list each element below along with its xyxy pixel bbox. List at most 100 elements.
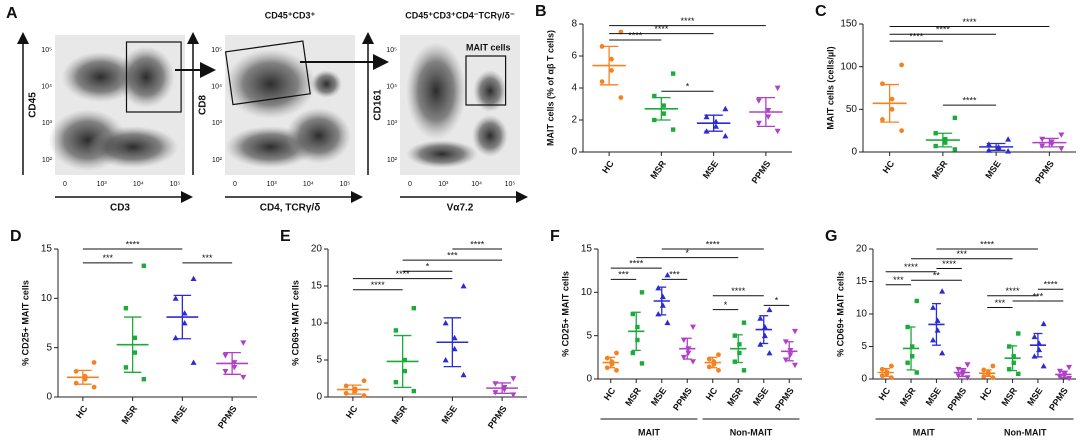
- data-point: [670, 127, 676, 132]
- data-point: [402, 368, 408, 374]
- data-point: [934, 327, 941, 333]
- x-tick-label: 10⁴: [303, 181, 314, 188]
- data-point: [91, 384, 97, 390]
- y-tick-label: 10⁵: [211, 47, 222, 54]
- y-tick-label: 20: [856, 244, 868, 255]
- y-tick-label: 10⁵: [386, 47, 397, 54]
- significance-label: *: [775, 296, 779, 306]
- significance-label: ***: [202, 253, 213, 263]
- panel-label: A: [6, 5, 18, 22]
- data-point: [451, 345, 458, 352]
- gate: [224, 40, 311, 106]
- data-point: [964, 362, 971, 368]
- x-tick-label: HC: [74, 403, 90, 420]
- y-tick-label: 4: [571, 83, 577, 94]
- y-tick-label: 15: [41, 244, 53, 255]
- significance-label: ****: [731, 286, 746, 296]
- y-axis-label: % CD69+ MAIT cells: [835, 271, 845, 357]
- significance-label: ****: [470, 239, 485, 249]
- y-tick-label: 10²: [387, 157, 398, 164]
- data-point: [73, 380, 79, 386]
- data-point: [222, 353, 229, 359]
- y-tick-label: 15: [856, 276, 868, 287]
- data-point: [661, 111, 666, 116]
- data-point: [172, 295, 179, 301]
- data-point: [765, 114, 772, 120]
- data-point: [141, 263, 147, 268]
- data-point: [889, 106, 895, 112]
- x-tick-label: PPMS: [671, 386, 694, 413]
- x-tick-label: MSR: [930, 158, 950, 181]
- data-point: [930, 304, 937, 310]
- significance-label: ****: [654, 24, 669, 34]
- data-point: [510, 376, 517, 382]
- data-point: [614, 367, 619, 373]
- y-tick-label: 15: [581, 244, 593, 255]
- data-point: [661, 103, 666, 108]
- y-tick-label: 10⁴: [41, 84, 52, 91]
- significance-label: ***: [893, 275, 904, 285]
- x-tick-label: MSR: [999, 385, 1019, 408]
- data-point: [703, 113, 710, 120]
- data-point: [393, 328, 399, 333]
- data-point: [1005, 148, 1012, 154]
- y-tick-label: 15: [311, 281, 323, 292]
- data-point: [361, 393, 367, 398]
- x-tick-label: MSR: [120, 403, 140, 426]
- data-point: [614, 350, 619, 356]
- data-point: [732, 359, 738, 364]
- data-point: [766, 306, 773, 313]
- y-axis-label: % CD25+ MAIT cells: [20, 280, 30, 366]
- y-tick-label: 0: [861, 374, 867, 385]
- x-tick-label: PPMS: [1047, 386, 1070, 413]
- density: [310, 70, 342, 98]
- y-tick-label: 10⁴: [211, 84, 222, 91]
- data-point: [732, 333, 738, 338]
- x-tick-label: MSE: [751, 386, 770, 408]
- y-tick-label: 2: [571, 115, 577, 126]
- significance-label: *: [685, 248, 689, 258]
- significance-label: ***: [618, 270, 629, 280]
- data-point: [787, 352, 794, 358]
- x-axis-label: CD3: [110, 203, 130, 214]
- data-point: [774, 85, 781, 91]
- data-point: [343, 390, 349, 396]
- x-axis-label: CD4, TCRγ/δ: [260, 203, 321, 214]
- data-point: [889, 96, 895, 102]
- data-point: [190, 275, 197, 281]
- y-tick-label: 10²: [42, 157, 53, 164]
- x-tick-label: PPMS: [773, 386, 796, 413]
- data-point: [231, 365, 238, 371]
- data-point: [990, 363, 996, 369]
- data-point: [1058, 146, 1065, 152]
- density: [117, 46, 175, 108]
- data-point: [741, 368, 747, 373]
- x-axis-label: Vα7.2: [447, 203, 474, 214]
- data-point: [943, 140, 948, 145]
- x-tick-label: 0: [233, 181, 237, 188]
- data-point: [659, 302, 666, 308]
- data-point: [73, 368, 79, 374]
- data-point: [659, 293, 666, 300]
- panel-label: B: [535, 3, 547, 20]
- data-point: [680, 354, 687, 361]
- data-point: [755, 120, 762, 127]
- x-tick-label: MSR: [648, 158, 668, 181]
- data-point: [442, 320, 449, 326]
- data-point: [1016, 331, 1021, 336]
- significance-label: ***: [1033, 291, 1044, 301]
- data-point: [757, 315, 764, 321]
- x-tick-label: 10³: [267, 181, 278, 188]
- y-tick-label: 10⁵: [41, 47, 52, 54]
- y-tick-label: 0: [851, 147, 857, 158]
- y-tick-label: 10³: [42, 120, 53, 127]
- data-point: [1058, 132, 1065, 138]
- y-tick-label: 0: [586, 374, 592, 385]
- data-point: [899, 128, 905, 134]
- plot-title: CD45⁺CD3⁺CD4⁻TCRγ/δ⁻: [405, 10, 515, 20]
- y-tick-label: 10: [41, 293, 53, 304]
- data-point: [1036, 346, 1043, 353]
- significance-label: ****: [980, 239, 995, 249]
- density: [472, 114, 508, 157]
- y-axis-label: CD8: [198, 95, 209, 115]
